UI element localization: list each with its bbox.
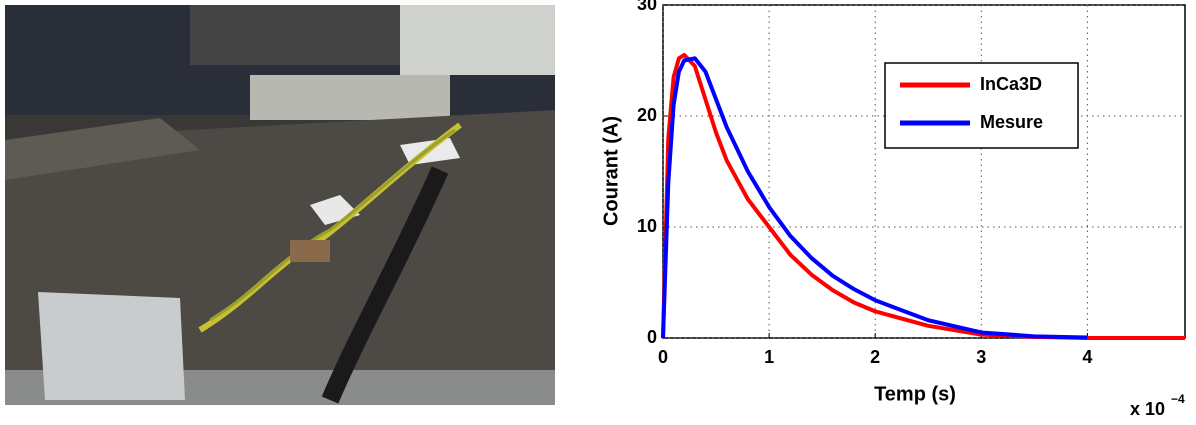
y-tick-label: 20: [637, 105, 657, 125]
y-tick-label: 30: [637, 0, 657, 14]
x-multiplier-exponent: −4: [1171, 392, 1185, 406]
plot-area: [662, 4, 1186, 339]
legend-label: Mesure: [980, 112, 1043, 132]
photo: [5, 5, 555, 405]
y-tick-label: 0: [647, 327, 657, 347]
x-tick-label: 4: [1082, 347, 1092, 367]
x-tick-label: 1: [764, 347, 774, 367]
x-tick-label: 3: [976, 347, 986, 367]
legend-label: InCa3D: [980, 74, 1042, 94]
x-tick-label: 0: [658, 347, 668, 367]
x-tick-label: 2: [870, 347, 880, 367]
x-axis-label: Temp (s): [874, 383, 956, 405]
legend-box: [884, 62, 1079, 149]
y-axis-label: Courant (A): [600, 116, 622, 226]
line-series: [661, 56, 1088, 340]
x-multiplier: x 10: [1130, 399, 1165, 419]
y-tick-label: 10: [637, 216, 657, 236]
